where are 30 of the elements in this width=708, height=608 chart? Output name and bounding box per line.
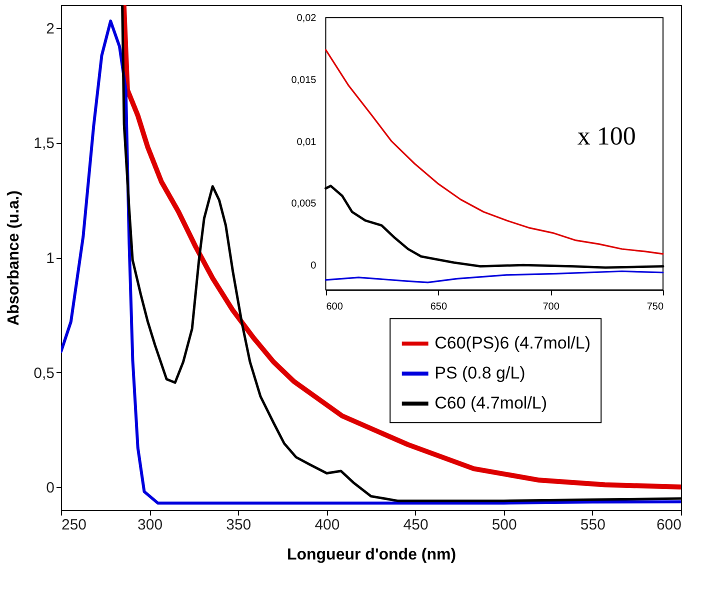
- y-tick-label: 0,02: [296, 13, 317, 24]
- x-tick-label: 550: [580, 516, 606, 534]
- x-axis-title: Longueur d'onde (nm): [286, 546, 456, 564]
- x-tick-label: 700: [542, 301, 560, 312]
- x-tick-label: 650: [430, 301, 448, 312]
- y-tick-label: 0: [310, 260, 317, 272]
- x-tick-label: 750: [646, 301, 664, 312]
- x-tick-label: 500: [492, 516, 517, 534]
- y-axis-title: Absorbance (u.a.): [6, 190, 23, 326]
- y-tick-label: 1,5: [34, 135, 54, 152]
- x-tick-label: 400: [314, 516, 340, 534]
- y-tick-label: 0,01: [296, 136, 317, 148]
- annotation: x 100: [577, 121, 636, 150]
- line-series: [324, 270, 664, 284]
- y-tick-label: 1: [46, 250, 54, 267]
- x-tick-label: 300: [138, 516, 163, 534]
- y-tick-label: 0,5: [34, 364, 54, 382]
- x-tick-label: 350: [226, 516, 252, 534]
- x-tick-label: 450: [403, 516, 428, 534]
- legend-label: C60(PS)6 (4.7mol/L): [434, 334, 590, 353]
- legend-label: PS (0.8 g/L): [434, 364, 526, 383]
- y-tick-label: 0: [46, 480, 54, 497]
- line-series: [324, 48, 664, 255]
- y-tick-label: 0,015: [291, 74, 317, 86]
- y-tick-label: 0,005: [291, 198, 317, 210]
- x-tick-label: 250: [62, 516, 87, 534]
- y-tick-label: 2: [46, 20, 54, 38]
- x-tick-label: 600: [326, 301, 344, 312]
- x-tick-label: 600: [656, 516, 682, 534]
- legend-label: C60 (4.7mol/L): [434, 394, 548, 413]
